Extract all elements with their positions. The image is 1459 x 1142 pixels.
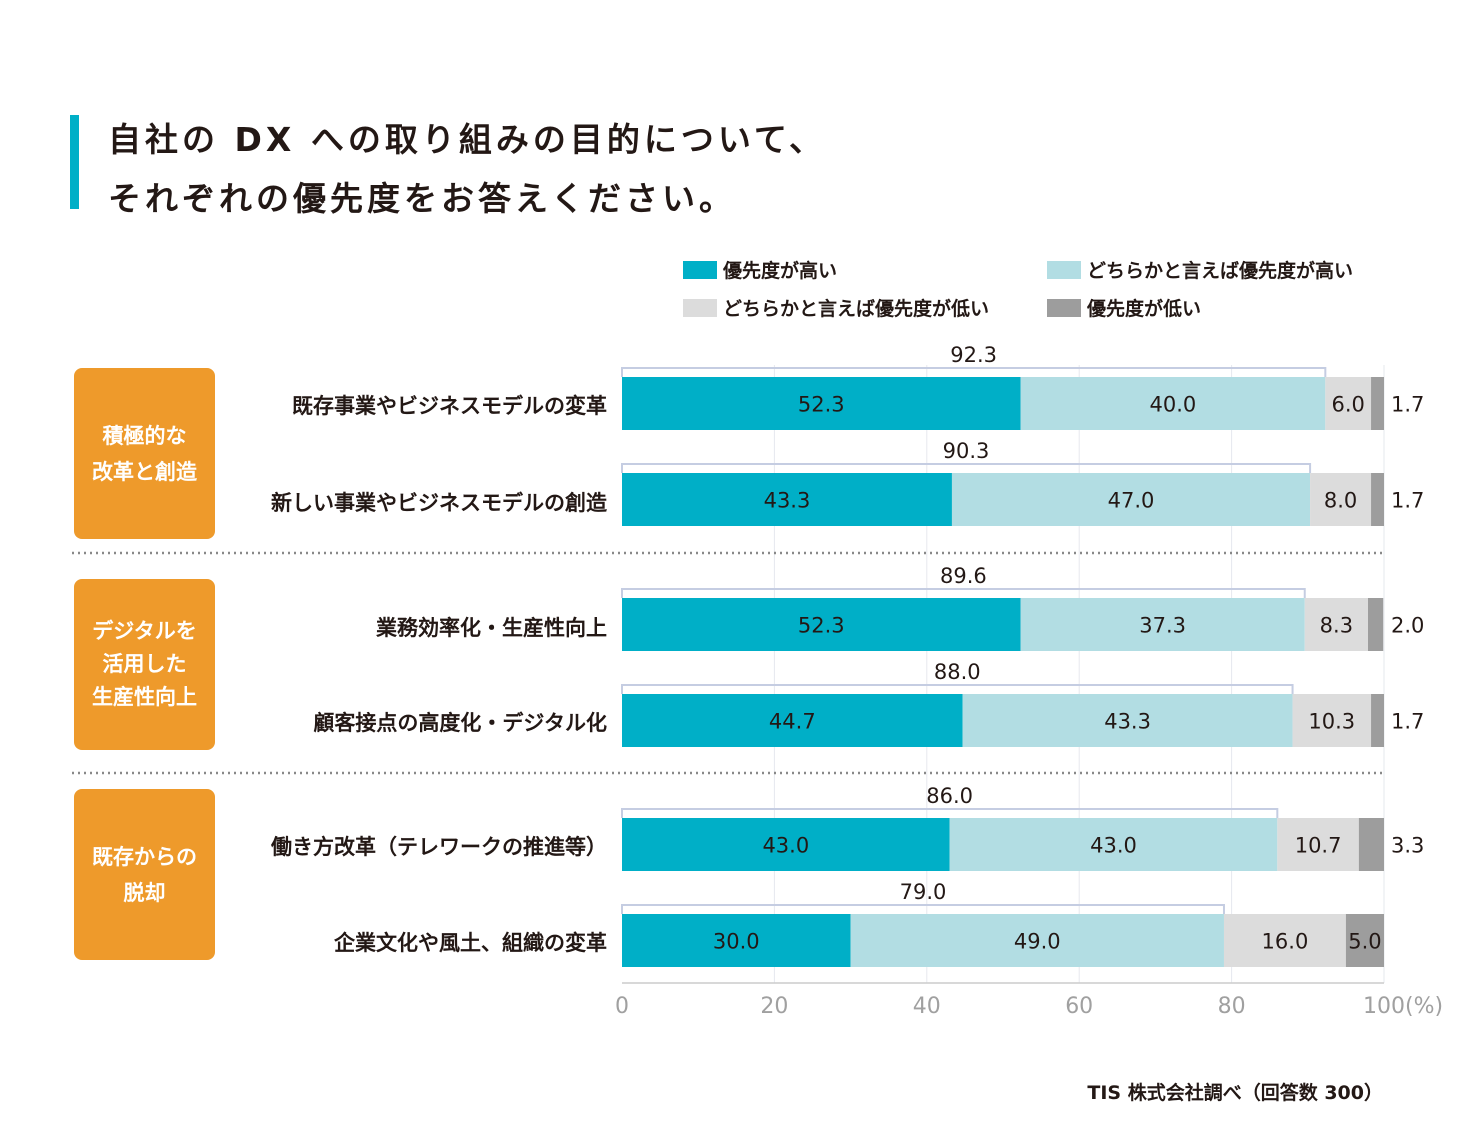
bar-segment-low — [1345, 914, 1384, 967]
bar-value-label-outside: 1.7 — [1391, 393, 1424, 417]
legend-item-somewhat-high: どちらかと言えば優先度が高い — [1047, 256, 1353, 283]
group-label-line: 活用した — [102, 652, 187, 676]
bar-value-label: 43.0 — [1090, 834, 1137, 858]
group-box-innovation: 積極的な 改革と創造 — [74, 368, 215, 539]
x-tick-label: 60 — [1065, 994, 1093, 1019]
group-label-line: 生産性向上 — [92, 685, 197, 709]
legend-item-low: 優先度が低い — [1047, 294, 1201, 321]
bar-value-label: 10.3 — [1308, 710, 1355, 734]
row-label: 新しい事業やビジネスモデルの創造 — [271, 491, 607, 515]
x-tick-label: 100 — [1363, 994, 1405, 1019]
group-label-line: 積極的な — [102, 423, 187, 448]
bar-segment-low — [1371, 377, 1384, 430]
group-label-line: 脱却 — [123, 880, 166, 905]
bar-value-label-outside: 3.3 — [1391, 834, 1424, 858]
group-box-productivity: デジタルを 活用した 生産性向上 — [74, 579, 215, 750]
group-label-line: 改革と創造 — [92, 459, 197, 484]
bar-segment-low — [1371, 694, 1384, 747]
bar-segment-somewhat-high — [850, 914, 1224, 967]
legend-label-low: 優先度が低い — [1087, 298, 1202, 320]
legend-swatch-low — [1047, 298, 1081, 317]
x-tick-label: 80 — [1218, 994, 1246, 1019]
title-accent-bar — [70, 115, 79, 209]
bar-segment-low — [1371, 473, 1384, 526]
legend-label-high: 優先度が高い — [723, 260, 838, 282]
bar-segment-somewhat-low — [1292, 694, 1372, 747]
group-box-departure: 既存からの 脱却 — [74, 789, 215, 960]
total-label: 79.0 — [900, 880, 947, 904]
legend-item-somewhat-low: どちらかと言えば優先度が低い — [683, 294, 989, 321]
x-axis-unit: (%) — [1405, 994, 1443, 1019]
bar-segment-somewhat-high — [1020, 377, 1326, 430]
bar-value-label: 43.3 — [1104, 710, 1151, 734]
bar-value-label: 30.0 — [713, 930, 760, 954]
bar-value-label: 37.3 — [1139, 614, 1186, 638]
bar-segment-somewhat-low — [1310, 473, 1372, 526]
bar-segment-somewhat-low — [1325, 377, 1372, 430]
bar-segment-low — [1367, 598, 1384, 651]
bar-value-label: 44.7 — [769, 710, 816, 734]
row-label: 顧客接点の高度化・デジタル化 — [313, 711, 607, 735]
bar-segment-somewhat-low — [1304, 598, 1368, 651]
bar-segment-high — [622, 914, 851, 967]
bar-segment-high — [622, 818, 950, 871]
bar-value-label: 43.3 — [764, 489, 811, 513]
bar-segment-somewhat-high — [962, 694, 1293, 747]
bar-value-label: 52.3 — [798, 614, 845, 638]
bar-segment-somewhat-low — [1277, 818, 1359, 871]
row-label: 企業文化や風土、組織の変革 — [334, 931, 607, 955]
bar-value-label: 5.0 — [1348, 930, 1381, 954]
bar-segment-somewhat-high — [951, 473, 1311, 526]
bar-segment-high — [622, 473, 952, 526]
bar-value-label: 8.3 — [1320, 614, 1353, 638]
total-bracket — [621, 367, 1327, 377]
row-label: 既存事業やビジネスモデルの変革 — [292, 394, 607, 418]
bar-value-label: 52.3 — [798, 393, 845, 417]
total-bracket — [621, 904, 1225, 914]
total-label: 90.3 — [943, 439, 990, 463]
row-label: 働き方改革（テレワークの推進等） — [271, 835, 607, 859]
total-label: 89.6 — [940, 564, 987, 588]
bar-value-label-outside: 2.0 — [1391, 614, 1424, 638]
legend-swatch-high — [683, 260, 717, 279]
bar-segment-high — [622, 598, 1021, 651]
total-label: 86.0 — [926, 784, 973, 808]
bar-segment-high — [622, 377, 1021, 430]
x-tick-label: 0 — [615, 994, 629, 1019]
bar-value-label: 16.0 — [1262, 930, 1309, 954]
bar-value-label: 43.0 — [762, 834, 809, 858]
legend-swatch-somewhat-low — [683, 298, 717, 317]
bar-segment-somewhat-low — [1223, 914, 1346, 967]
bar-value-label: 10.7 — [1295, 834, 1342, 858]
bar-value-label: 40.0 — [1150, 393, 1197, 417]
group-label-line: デジタルを — [92, 619, 197, 643]
legend-item-high: 優先度が高い — [683, 256, 837, 283]
group-label-line: 既存からの — [92, 844, 197, 869]
legend-swatch-somewhat-high — [1047, 260, 1081, 279]
bar-value-label: 8.0 — [1324, 489, 1357, 513]
total-bracket — [621, 588, 1306, 598]
bar-segment-somewhat-high — [1020, 598, 1305, 651]
bar-value-label-outside: 1.7 — [1391, 489, 1424, 513]
bar-value-label: 49.0 — [1014, 930, 1061, 954]
legend-label-somewhat-high: どちらかと言えば優先度が高い — [1087, 260, 1354, 282]
source-note: TIS 株式会社調べ（回答数 300） — [1087, 1082, 1383, 1104]
bar-segment-high — [622, 694, 963, 747]
x-tick-label: 20 — [760, 994, 788, 1019]
total-bracket — [621, 684, 1294, 694]
x-tick-label: 40 — [913, 994, 941, 1019]
total-bracket — [621, 463, 1312, 473]
total-label: 88.0 — [934, 660, 981, 684]
total-bracket — [621, 808, 1279, 818]
row-label: 業務効率化・生産性向上 — [376, 616, 607, 640]
bar-value-label: 6.0 — [1331, 393, 1364, 417]
bar-value-label-outside: 1.7 — [1391, 710, 1424, 734]
bar-segment-low — [1358, 818, 1384, 871]
bar-value-label: 47.0 — [1108, 489, 1155, 513]
total-label: 92.3 — [950, 343, 997, 367]
chart-title-line-2: それぞれの優先度をお答えください。 — [108, 179, 737, 218]
legend-label-somewhat-low: どちらかと言えば優先度が低い — [723, 298, 990, 320]
chart-title-line-1: 自社の DX への取り組みの目的について、 — [108, 120, 827, 159]
bar-segment-somewhat-high — [949, 818, 1278, 871]
